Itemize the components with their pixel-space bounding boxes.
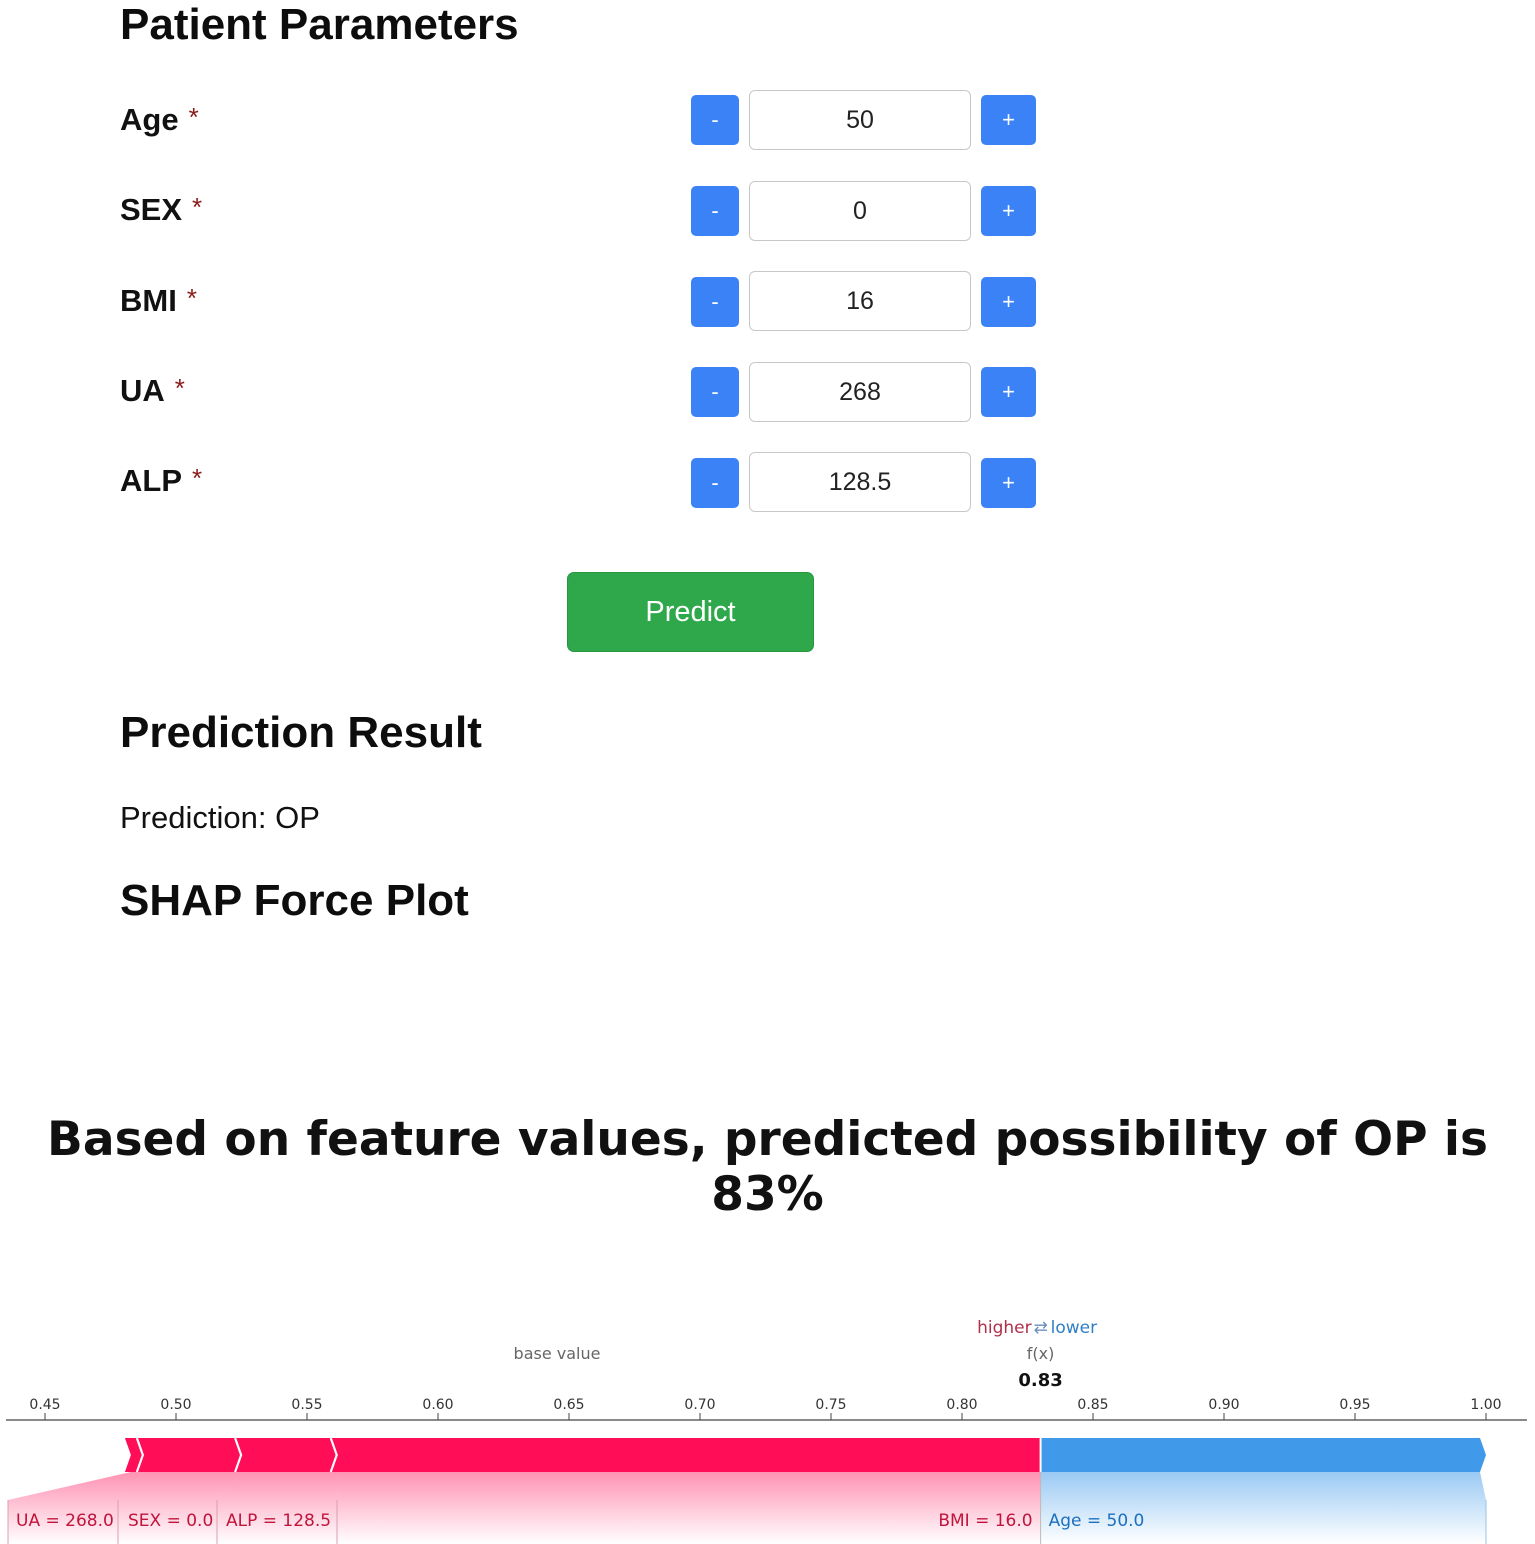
x-tick-label: 0.45: [29, 1397, 60, 1413]
shap-positive-feature-label: SEX = 0.0: [128, 1511, 213, 1531]
ua-input[interactable]: [749, 362, 971, 422]
alp-input[interactable]: [749, 452, 971, 512]
param-label-age: Age *: [120, 102, 199, 138]
shap-positive-feature-label: BMI = 16.0: [938, 1511, 1032, 1531]
prediction-text: Prediction: OP: [120, 800, 320, 835]
shap-positive-segment: [236, 1438, 338, 1472]
age-decrement-button[interactable]: -: [691, 95, 739, 145]
shap-label-shade: [8, 1472, 145, 1544]
param-label-ua: UA *: [120, 373, 185, 409]
shap-segment-divider: [135, 1437, 145, 1473]
required-marker: *: [192, 463, 203, 493]
bmi-decrement-button[interactable]: -: [691, 277, 739, 327]
sex-increment-button[interactable]: +: [981, 186, 1036, 236]
x-tick-label: 1.00: [1470, 1397, 1501, 1413]
shap-label-shade: [118, 1472, 243, 1544]
param-label-alp: ALP *: [120, 463, 202, 499]
x-tick-label: 0.80: [946, 1397, 977, 1413]
x-tick-label: 0.50: [160, 1397, 191, 1413]
shap-positive-segment: [331, 1438, 1041, 1472]
shap-title: SHAP Force Plot: [120, 876, 469, 925]
bmi-increment-button[interactable]: +: [981, 277, 1036, 327]
alp-increment-button[interactable]: +: [981, 458, 1036, 508]
shap-segment-divider: [329, 1437, 339, 1473]
x-tick-label: 0.65: [553, 1397, 584, 1413]
param-name: Age: [120, 102, 179, 137]
age-input[interactable]: [749, 90, 971, 150]
sex-decrement-button[interactable]: -: [691, 186, 739, 236]
lower-label: lower: [1051, 1318, 1097, 1338]
x-tick-label: 0.95: [1339, 1397, 1370, 1413]
param-label-bmi: BMI *: [120, 283, 197, 319]
x-tick-label: 0.90: [1208, 1397, 1239, 1413]
x-tick-label: 0.55: [291, 1397, 322, 1413]
ua-decrement-button[interactable]: -: [691, 367, 739, 417]
age-increment-button[interactable]: +: [981, 95, 1036, 145]
fx-value: 0.83: [1018, 1370, 1062, 1391]
sex-input[interactable]: [749, 181, 971, 241]
shap-negative-segment: [1040, 1438, 1486, 1472]
required-marker: *: [174, 373, 185, 403]
required-marker: *: [188, 102, 199, 132]
ua-increment-button[interactable]: +: [981, 367, 1036, 417]
shap-label-shade: [337, 1472, 1041, 1544]
param-name: SEX: [120, 192, 183, 227]
shap-label-shade: [1040, 1472, 1486, 1544]
shap-positive-feature-label: ALP = 128.5: [226, 1511, 331, 1531]
required-marker: *: [186, 283, 197, 313]
param-name: ALP: [120, 463, 182, 498]
shap-segment-divider: [234, 1437, 243, 1473]
shap-positive-segment: [138, 1438, 243, 1472]
param-name: BMI: [120, 283, 177, 318]
higher-label: higher: [977, 1318, 1032, 1338]
prediction-headline: Based on feature values, predicted possi…: [47, 1112, 1488, 1222]
param-label-sex: SEX *: [120, 192, 202, 228]
shap-negative-feature-label: Age = 50.0: [1049, 1511, 1145, 1531]
higher-lower-arrow-icon: ⇄: [1033, 1318, 1047, 1338]
fx-label: f(x): [1027, 1344, 1055, 1363]
shap-positive-feature-label: UA = 268.0: [16, 1511, 114, 1531]
x-tick-label: 0.60: [422, 1397, 453, 1413]
result-title: Prediction Result: [120, 708, 482, 757]
alp-decrement-button[interactable]: -: [691, 458, 739, 508]
required-marker: *: [192, 192, 203, 222]
base-value-label: base value: [514, 1344, 601, 1363]
bmi-input[interactable]: [749, 271, 971, 331]
x-tick-label: 0.85: [1077, 1397, 1108, 1413]
shap-label-shade: [217, 1472, 338, 1544]
predict-button[interactable]: Predict: [567, 572, 814, 652]
param-name: UA: [120, 373, 165, 408]
shap-force-plot: 0.45 0.50 0.55 0.60 0.65 0.70 0.75 0.80 0.85 0.90…: [6, 1318, 1527, 1544]
x-tick-label: 0.70: [684, 1397, 715, 1413]
x-tick-label: 0.75: [815, 1397, 846, 1413]
page-title: Patient Parameters: [120, 0, 519, 49]
